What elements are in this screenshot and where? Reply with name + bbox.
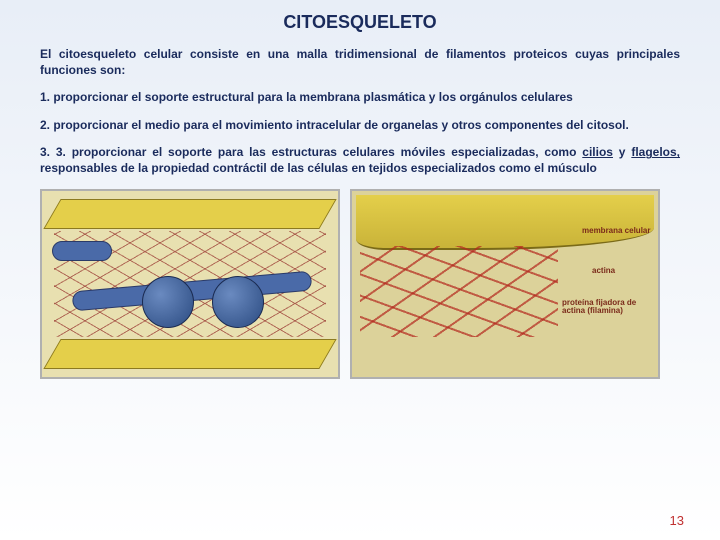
figure-cytoskeleton-3d: [40, 189, 340, 379]
label-protein: proteína fijadora de actina (filamina): [562, 299, 652, 317]
function-item-1: 1. proporcionar el soporte estructural p…: [40, 90, 680, 106]
membrane-bottom-layer: [43, 339, 336, 369]
function-item-2: 2. proporcionar el medio para el movimie…: [40, 118, 680, 134]
microtubule-icon: [52, 241, 112, 261]
membrane-top-layer: [43, 199, 336, 229]
figures-row: membrana celular actina proteína fijador…: [40, 189, 680, 379]
actin-network: [360, 246, 558, 337]
vesicle-icon: [142, 276, 194, 328]
item3-text-post: responsables de la propiedad contráctil …: [40, 161, 597, 175]
membrane-surface: [356, 195, 654, 250]
page-number: 13: [670, 513, 684, 528]
function-item-3: 3. 3. proporcionar el soporte para las e…: [40, 145, 680, 176]
vesicle-icon: [212, 276, 264, 328]
item3-text-pre: 3. 3. proporcionar el soporte para las e…: [40, 145, 582, 159]
intro-paragraph: El citoesqueleto celular consiste en una…: [40, 47, 680, 78]
flagelos-link[interactable]: flagelos,: [631, 145, 680, 159]
cilios-link[interactable]: cilios: [582, 145, 613, 159]
slide-title: CITOESQUELETO: [40, 12, 680, 33]
figure-actin-membrane: membrana celular actina proteína fijador…: [350, 189, 660, 379]
label-actin: actina: [592, 267, 652, 276]
label-membrane: membrana celular: [582, 227, 652, 236]
item3-text-mid: y: [613, 145, 631, 159]
slide-container: CITOESQUELETO El citoesqueleto celular c…: [0, 0, 720, 540]
